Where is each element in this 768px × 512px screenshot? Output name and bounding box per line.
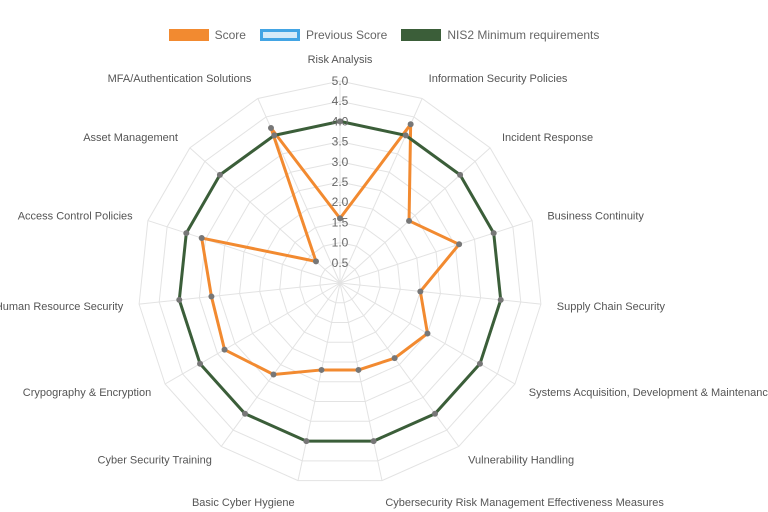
legend-label: NIS2 Minimum requirements xyxy=(447,28,600,42)
data-point[interactable] xyxy=(183,230,190,237)
tick-label: 2.5 xyxy=(332,175,349,189)
data-point[interactable] xyxy=(456,241,463,248)
tick-label: 0.5 xyxy=(332,256,349,270)
data-point[interactable] xyxy=(312,258,319,265)
tick-label: 1.5 xyxy=(332,215,349,229)
radial-tick-labels: 0.5 1.0 1.5 2.0 2.5 3.0 3.5 4.0 4.5 5.0 xyxy=(332,74,349,270)
legend-item[interactable]: Score xyxy=(168,28,246,42)
axis-spoke xyxy=(339,220,533,284)
data-point[interactable] xyxy=(198,235,205,242)
grid-ring xyxy=(198,141,482,422)
axis-label: MFA/Authentication Solutions xyxy=(108,73,252,85)
data-point[interactable] xyxy=(476,360,483,367)
axis-label: Supply Chain Security xyxy=(557,301,666,313)
grid-ring xyxy=(218,161,462,403)
grid-ring xyxy=(279,221,401,343)
grid-ring xyxy=(299,242,381,324)
data-point[interactable] xyxy=(402,132,409,139)
axis-label: Business Continuity xyxy=(547,211,644,223)
data-point[interactable] xyxy=(406,217,413,224)
tick-label: 4.5 xyxy=(332,94,349,108)
tick-label: 5.0 xyxy=(332,74,349,88)
axis-spoke xyxy=(339,282,383,481)
axis-spoke xyxy=(339,282,460,447)
legend-swatch xyxy=(168,29,209,41)
legend-label: Previous Score xyxy=(305,28,388,42)
series-line xyxy=(200,122,461,377)
data-point[interactable] xyxy=(176,296,183,303)
legend-item[interactable]: NIS2 Minimum requirements xyxy=(401,28,599,42)
data-point[interactable] xyxy=(417,288,424,295)
grid-ring xyxy=(259,201,421,363)
legend-swatch xyxy=(401,29,442,41)
legend-item[interactable]: Previous Score xyxy=(259,28,388,42)
axis-label: Systems Acquisition, Development & Maint… xyxy=(529,387,768,399)
data-point[interactable] xyxy=(391,355,398,362)
data-point[interactable] xyxy=(407,121,414,128)
axis-spoke xyxy=(147,220,341,284)
data-point[interactable] xyxy=(457,171,464,178)
axis-label: Human Resource Security xyxy=(0,301,124,313)
data-point[interactable] xyxy=(424,330,431,337)
chart-legend: Score Previous Score NIS2 Minimum requirem… xyxy=(0,24,768,46)
axis-label: Basic Cyber Hygiene xyxy=(192,497,295,509)
axis-label: Incident Response xyxy=(502,132,593,144)
axis-spoke xyxy=(297,282,341,481)
tick-label: 4.0 xyxy=(332,114,349,128)
data-point[interactable] xyxy=(337,118,343,125)
axis-label: Asset Management xyxy=(83,132,178,144)
grid-ring xyxy=(138,80,542,482)
axis-label: Cybersecurity Risk Management Effectiven… xyxy=(385,497,664,509)
data-point[interactable] xyxy=(271,132,278,139)
data-point[interactable] xyxy=(303,438,310,445)
tick-label: 3.0 xyxy=(332,155,349,169)
data-point[interactable] xyxy=(337,215,343,222)
data-point[interactable] xyxy=(197,360,204,367)
data-point[interactable] xyxy=(318,366,325,373)
axis-spoke xyxy=(220,282,341,447)
axis-label: Information Security Policies xyxy=(429,73,568,85)
legend-swatch xyxy=(259,29,300,41)
data-point[interactable] xyxy=(242,410,249,417)
data-point[interactable] xyxy=(431,410,438,417)
axis-spoke xyxy=(139,282,341,305)
axis-label: Access Control Policies xyxy=(18,211,133,223)
axis-label: Crypography & Encryption xyxy=(23,387,151,399)
tick-label: 2.0 xyxy=(332,195,349,209)
data-point[interactable] xyxy=(267,124,274,131)
axis-labels: Risk Analysis Information Security Polici… xyxy=(0,54,768,509)
grid-ring xyxy=(239,181,441,383)
axis-spoke xyxy=(164,282,341,385)
tick-label: 3.5 xyxy=(332,135,349,149)
data-point[interactable] xyxy=(216,171,223,178)
data-point[interactable] xyxy=(270,371,277,378)
radar-series xyxy=(176,118,504,445)
tick-label: 1.0 xyxy=(332,236,349,250)
axis-label: Cyber Security Training xyxy=(98,454,212,466)
data-point[interactable] xyxy=(221,346,228,353)
series-line xyxy=(177,119,503,443)
data-point[interactable] xyxy=(355,366,362,373)
grid-ring xyxy=(319,262,361,304)
axis-label: Risk Analysis xyxy=(308,54,373,66)
data-point[interactable] xyxy=(208,293,215,300)
axis-spoke xyxy=(339,147,491,284)
axis-label: Vulnerability Handling xyxy=(468,454,574,466)
grid-ring xyxy=(158,100,522,462)
data-point[interactable] xyxy=(497,296,504,303)
data-point[interactable] xyxy=(370,438,377,445)
data-point[interactable] xyxy=(490,230,497,237)
legend-label: Score xyxy=(214,28,246,42)
axis-spoke xyxy=(339,282,541,305)
